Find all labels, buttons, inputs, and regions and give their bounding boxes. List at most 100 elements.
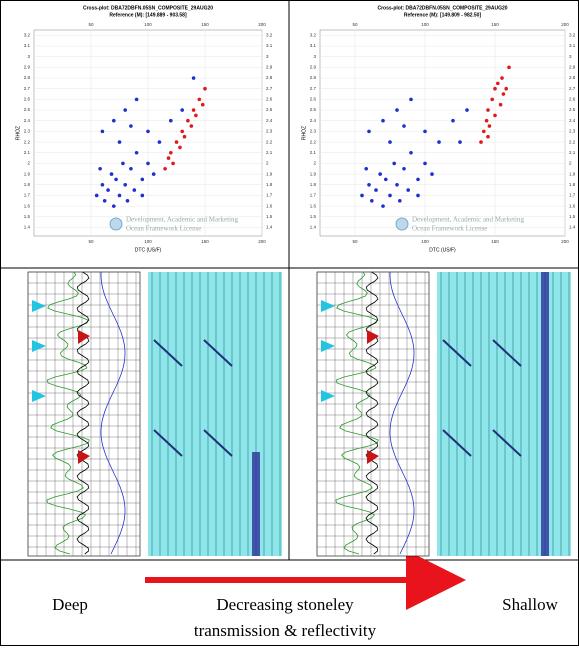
plot-subtitle: Reference (M): [149.809 - 982.50] xyxy=(404,12,482,18)
point xyxy=(430,172,434,176)
x-tick-label: 100 xyxy=(421,239,429,244)
point xyxy=(398,198,402,203)
point xyxy=(121,161,125,166)
y-tick-label: 1.5 xyxy=(24,214,31,219)
y-tick-label: 1.5 xyxy=(266,214,273,219)
point xyxy=(378,172,383,176)
point xyxy=(109,172,114,176)
x-tick-label: 50 xyxy=(352,239,358,244)
waveform-event xyxy=(541,272,549,556)
log-curve xyxy=(76,271,90,555)
point xyxy=(496,81,500,86)
point xyxy=(451,118,455,123)
y-tick-label: 2.4 xyxy=(569,118,576,123)
waveform-arrival xyxy=(442,429,472,457)
point xyxy=(409,150,413,155)
y-tick-label: 1.4 xyxy=(24,225,31,230)
point xyxy=(416,193,420,198)
point xyxy=(146,161,150,166)
point xyxy=(388,193,392,198)
x-tick-label: 150 xyxy=(491,239,499,244)
point xyxy=(186,118,190,123)
waveform-arrival xyxy=(153,429,183,457)
y-tick-label: 2.1 xyxy=(310,150,317,155)
log-track xyxy=(27,271,141,557)
watermark: Ocean Framework License xyxy=(412,225,487,233)
x-tick-label: 200 xyxy=(561,22,569,27)
point xyxy=(178,145,182,150)
x-tick-label: 100 xyxy=(144,22,152,27)
point xyxy=(458,140,462,144)
y-axis-label: RHOZ xyxy=(301,126,307,140)
point xyxy=(493,86,497,91)
caption-middle: transmission & reflectivity xyxy=(194,621,377,640)
log-curve xyxy=(100,271,126,555)
waveform-arrival xyxy=(153,339,183,367)
x-tick-label: 50 xyxy=(88,22,94,27)
point xyxy=(191,76,196,80)
point xyxy=(106,188,110,192)
y-tick-label: 2.6 xyxy=(24,97,31,102)
y-tick-label: 2.3 xyxy=(569,129,576,134)
point xyxy=(134,150,139,155)
log-fill xyxy=(78,330,90,344)
y-tick-label: 1.6 xyxy=(569,203,576,208)
point xyxy=(482,129,486,134)
log-panels xyxy=(27,271,571,557)
point xyxy=(423,129,427,134)
plot-area xyxy=(319,29,566,237)
point xyxy=(140,193,145,198)
point xyxy=(493,113,497,118)
y-tick-label: 3 xyxy=(266,54,269,59)
log-fill xyxy=(78,450,90,464)
point xyxy=(157,140,162,144)
caption-middle: Decreasing stoneley xyxy=(216,595,354,614)
watermark-logo xyxy=(395,217,409,231)
waveform-arrival xyxy=(442,339,472,367)
point xyxy=(134,97,139,102)
point xyxy=(191,108,196,112)
y-tick-label: 2.5 xyxy=(569,107,576,112)
y-tick-label: 2.2 xyxy=(310,139,317,144)
y-tick-label: 1.9 xyxy=(24,171,31,176)
point xyxy=(364,166,369,171)
y-tick-label: 2.2 xyxy=(24,139,31,144)
log-curve xyxy=(389,271,415,555)
y-tick-label: 2.6 xyxy=(310,97,317,102)
point xyxy=(507,65,511,70)
y-tick-label: 2.5 xyxy=(266,107,273,112)
x-tick-label: 150 xyxy=(201,22,209,27)
log-fill xyxy=(32,390,46,402)
y-tick-label: 2.3 xyxy=(310,129,317,134)
point xyxy=(360,193,364,198)
waveform-arrival xyxy=(492,339,522,367)
y-tick-label: 2.3 xyxy=(24,129,31,134)
point xyxy=(200,102,205,107)
point xyxy=(395,108,399,112)
point xyxy=(381,118,385,123)
waveform-arrival xyxy=(203,429,233,457)
log-track xyxy=(316,271,430,557)
y-tick-label: 2.9 xyxy=(310,65,317,70)
plot-subtitle: Reference (M): [149.889 - 903.58] xyxy=(109,12,187,18)
y-tick-label: 3.1 xyxy=(266,43,273,48)
y-tick-label: 2.4 xyxy=(24,118,31,123)
y-tick-label: 3 xyxy=(569,54,572,59)
y-tick-label: 1.6 xyxy=(24,203,31,208)
y-tick-label: 1.8 xyxy=(266,182,273,187)
y-tick-label: 2 xyxy=(313,161,316,166)
y-tick-label: 1.6 xyxy=(310,203,317,208)
point xyxy=(100,182,105,187)
point xyxy=(504,86,509,91)
log-fill xyxy=(367,450,379,464)
y-tick-label: 2.5 xyxy=(310,107,317,112)
point xyxy=(406,188,411,192)
point xyxy=(117,193,122,198)
point xyxy=(402,124,406,128)
x-tick-label: 200 xyxy=(258,22,266,27)
y-tick-label: 2.6 xyxy=(569,97,576,102)
y-tick-label: 2.8 xyxy=(24,75,31,80)
point xyxy=(367,129,371,134)
y-tick-label: 1.9 xyxy=(310,171,317,176)
